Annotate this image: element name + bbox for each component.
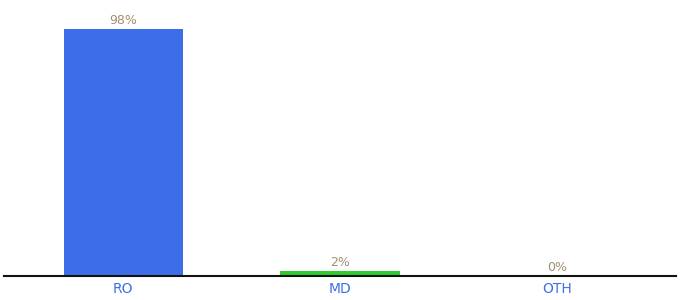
Text: 2%: 2% xyxy=(330,256,350,269)
Bar xyxy=(64,29,183,276)
Text: 98%: 98% xyxy=(109,14,137,27)
Bar xyxy=(280,271,400,276)
Text: 0%: 0% xyxy=(547,261,566,274)
